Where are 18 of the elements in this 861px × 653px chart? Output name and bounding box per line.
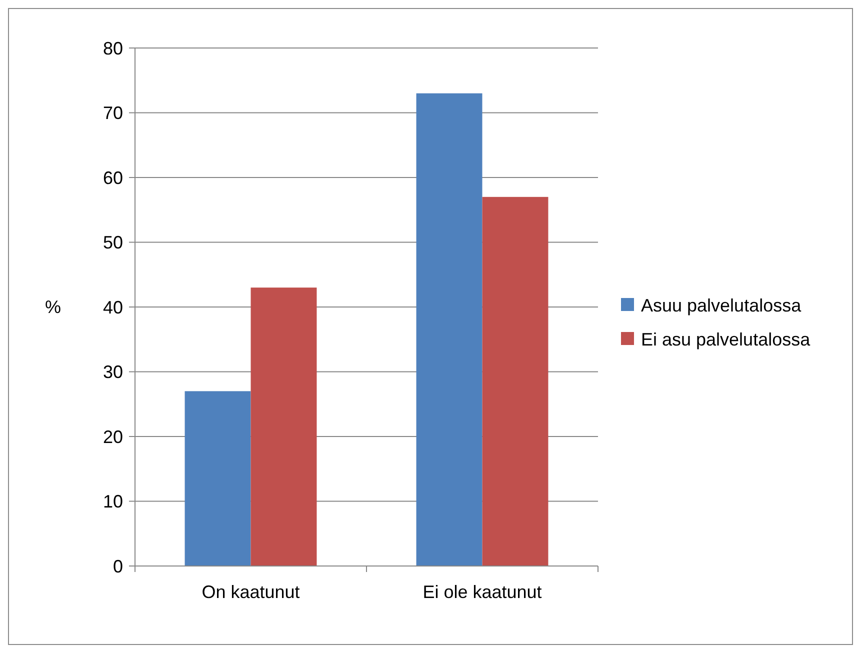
y-tick-label: 0 xyxy=(112,556,123,576)
x-tick-label: Ei ole kaatunut xyxy=(422,582,542,602)
y-tick-label: 60 xyxy=(102,168,123,188)
bar xyxy=(482,196,548,566)
bar xyxy=(250,288,317,566)
legend-label: Asuu palvelutalossa xyxy=(641,295,802,316)
y-tick-label: 70 xyxy=(102,103,123,124)
x-tick-label: On kaatunut xyxy=(202,582,300,602)
legend-label: Ei asu palvelutalossa xyxy=(641,329,812,350)
bar xyxy=(416,93,482,566)
y-tick-label: 40 xyxy=(102,297,123,318)
y-tick-label: 80 xyxy=(102,38,123,58)
y-tick-label: 30 xyxy=(102,362,123,382)
y-axis-title: % xyxy=(44,297,62,317)
bar xyxy=(184,391,251,566)
y-tick-label: 50 xyxy=(102,232,123,253)
y-tick-label: 10 xyxy=(102,492,123,512)
y-tick-label: 20 xyxy=(102,426,123,447)
